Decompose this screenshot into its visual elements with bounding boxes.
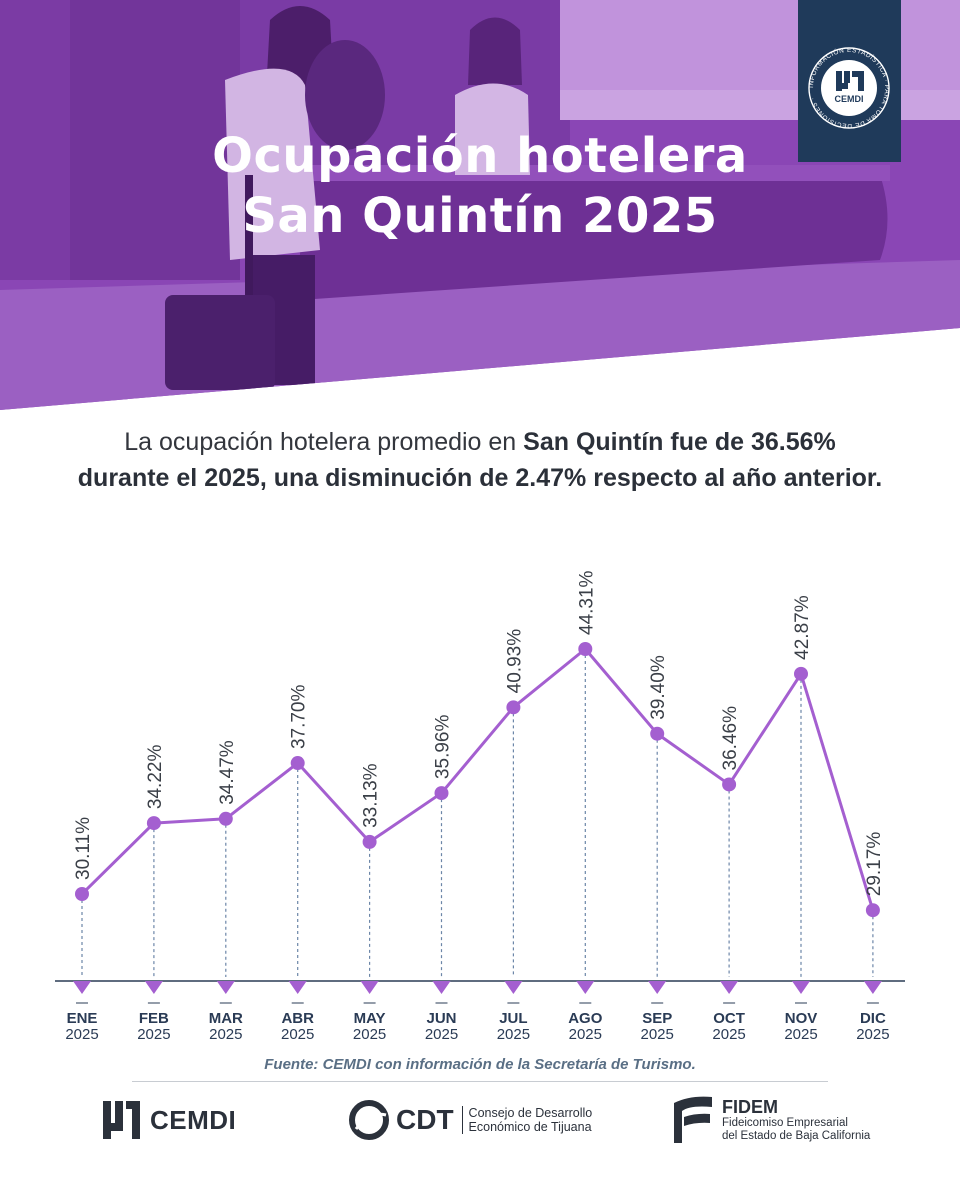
data-point <box>434 786 449 801</box>
fidem-logo: FIDEM Fideicomiso Empresarial del Estado… <box>670 1092 870 1148</box>
data-label: 29.17% <box>864 832 885 897</box>
data-point <box>722 777 737 792</box>
tick-label-year: 2025 <box>209 1026 242 1043</box>
data-label: 40.93% <box>504 629 525 694</box>
cdt-logo-text: CDT <box>396 1104 454 1135</box>
cdt-logo: CDT Consejo de Desarrollo Económico de T… <box>348 1092 592 1148</box>
axis-marker <box>288 981 307 994</box>
tick-label-year: 2025 <box>856 1026 889 1043</box>
axis-marker <box>144 981 163 994</box>
badge-name: CEMDI <box>835 94 864 104</box>
tick-label-month: FEB <box>139 1010 169 1027</box>
data-point <box>650 726 665 741</box>
tick-label-month: ENE <box>67 1010 98 1027</box>
tick-label-year: 2025 <box>281 1026 314 1043</box>
series-line <box>80 647 875 911</box>
data-label: 35.96% <box>433 715 454 780</box>
data-label: 39.40% <box>648 655 669 720</box>
data-point <box>794 666 808 681</box>
cdt-sub-line-2: Económico de Tijuana <box>468 1120 592 1134</box>
cemdi-logo-text: CEMDI <box>150 1104 237 1135</box>
data-point <box>218 811 233 826</box>
tick-label-year: 2025 <box>641 1026 674 1043</box>
tick-label-month: DIC <box>860 1010 886 1027</box>
data-label: 37.70% <box>289 684 310 749</box>
fidem-text-block: FIDEM Fideicomiso Empresarial del Estado… <box>722 1097 870 1143</box>
tick-label-month: JUL <box>499 1010 527 1027</box>
data-point <box>578 642 593 656</box>
cdt-ring-icon <box>349 1100 389 1140</box>
axis-marker <box>576 981 595 994</box>
axis-marker <box>504 981 523 994</box>
summary-text: La ocupación hotelera promedio en San Qu… <box>40 424 920 496</box>
fidem-mark-icon <box>674 1096 712 1143</box>
tick-label-year: 2025 <box>712 1026 745 1043</box>
occupancy-line-chart: 30.11% ENE 2025 34.22% FEB 2025 34.47% MAR 2025 3… <box>0 540 960 1080</box>
data-point <box>865 903 880 918</box>
axis-marker <box>720 981 739 994</box>
axis-marker <box>792 981 810 994</box>
tick-label-year: 2025 <box>353 1026 386 1043</box>
tick-label-year: 2025 <box>569 1026 602 1043</box>
cemdi-badge-emblem: INFORMACIÓN ESTADÍSTICA · PARA TOMA DE D… <box>808 47 890 129</box>
tick-label-year: 2025 <box>497 1026 530 1043</box>
data-label: 34.47% <box>217 740 238 805</box>
data-label: 34.22% <box>145 745 166 810</box>
data-point <box>75 887 89 901</box>
cdt-sub-line-1: Consejo de Desarrollo <box>468 1106 593 1120</box>
tick-label-month: SEP <box>642 1010 672 1027</box>
data-point <box>290 756 305 771</box>
tick-label-year: 2025 <box>137 1026 170 1043</box>
tick-label-month: OCT <box>713 1010 745 1027</box>
data-label: 33.13% <box>361 763 382 828</box>
data-point <box>506 700 521 715</box>
tick-label-month: MAR <box>209 1010 243 1027</box>
fidem-logo-text: FIDEM <box>722 1097 778 1117</box>
cemdi-badge: INFORMACIÓN ESTADÍSTICA · PARA TOMA DE D… <box>798 0 901 162</box>
data-label: 36.46% <box>720 706 741 771</box>
cemdi-logo: CEMDI <box>100 1092 236 1148</box>
data-label: 30.11% <box>73 817 94 880</box>
summary-bold-1: San Quintín fue de 36.56% <box>523 428 836 456</box>
axis-marker <box>360 981 379 994</box>
axis-marker <box>863 981 882 994</box>
axis-marker <box>648 981 667 994</box>
source-note: Fuente: CEMDI con información de la Secr… <box>264 1056 696 1073</box>
chart-svg: 30.11%ENE202534.22%FEB202534.47%MAR20253… <box>55 570 905 1043</box>
cdt-logo-subtitle: Consejo de Desarrollo Económico de Tijua… <box>461 1106 593 1134</box>
tick-label-month: MAY <box>354 1010 386 1027</box>
footer-divider <box>132 1081 828 1082</box>
tick-label-year: 2025 <box>784 1026 817 1043</box>
axis-marker <box>432 981 451 994</box>
tick-label-month: JUN <box>426 1010 456 1027</box>
summary-part-1: La ocupación hotelera promedio en <box>124 428 524 456</box>
data-point <box>146 816 161 831</box>
fidem-sub-line-2: del Estado de Baja California <box>722 1130 871 1142</box>
cemdi-mark-icon <box>103 1101 140 1139</box>
tick-label-year: 2025 <box>65 1026 98 1043</box>
data-label: 42.87% <box>792 595 813 660</box>
axis-marker <box>216 981 235 994</box>
tick-label-month: AGO <box>568 1010 603 1027</box>
fidem-sub-line-1: Fideicomiso Empresarial <box>722 1117 848 1129</box>
data-point <box>362 834 377 849</box>
summary-bold-2: durante el 2025, una disminución de 2.47… <box>77 464 883 492</box>
tick-label-month: NOV <box>785 1010 818 1027</box>
axis-marker <box>73 981 91 994</box>
page-title-line-1: Ocupación hotelera <box>212 128 748 184</box>
data-label: 44.31% <box>576 570 597 635</box>
tick-label-year: 2025 <box>425 1026 458 1043</box>
tick-label-month: ABR <box>281 1010 314 1027</box>
page-title-line-2: San Quintín 2025 <box>242 188 718 244</box>
